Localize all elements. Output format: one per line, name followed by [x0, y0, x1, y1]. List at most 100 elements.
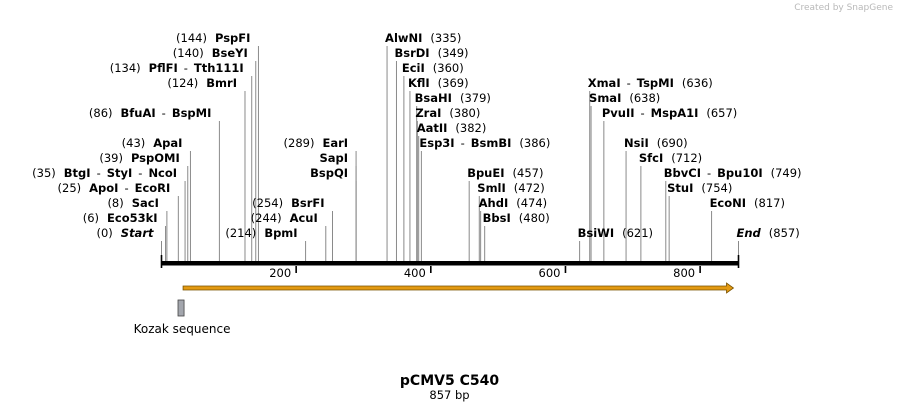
site-label-bspqi[interactable]: BspQI: [310, 166, 348, 180]
site-label-part: Tth111I: [194, 61, 244, 75]
site-label-part: (25): [58, 181, 82, 195]
site-label-aatii[interactable]: AatII (382): [417, 121, 487, 135]
kozak-feature-label: Kozak sequence: [134, 322, 231, 336]
tick-label: 200: [269, 266, 291, 280]
site-label-part: EcoNI: [710, 196, 746, 210]
site-label-sapi[interactable]: SapI: [320, 151, 349, 165]
snapgene-credit: Created by SnapGene: [794, 3, 893, 13]
credit-text: Created by SnapGene: [794, 3, 893, 13]
site-label-part: BspMI: [172, 106, 212, 120]
site-leaders: [161, 46, 739, 261]
site-label-nsii[interactable]: NsiI (690): [624, 136, 688, 150]
site-label-bsrfi[interactable]: (254) BsrFI: [252, 196, 324, 210]
site-label-bbsi[interactable]: BbsI (480): [483, 211, 550, 225]
site-label-part: Start: [121, 226, 154, 240]
site-label-pspfi[interactable]: (144) PspFI: [176, 31, 250, 45]
site-label-part: (35): [32, 166, 56, 180]
site-label-zrai[interactable]: ZraI (380): [415, 106, 480, 120]
site-label-part: -: [124, 181, 128, 195]
site-label-part: BtgI: [64, 166, 91, 180]
site-label-xmai[interactable]: XmaI - TspMI (636): [588, 76, 713, 90]
site-label-part: (39): [99, 151, 123, 165]
site-label-start[interactable]: (0) Start: [96, 226, 154, 240]
site-label-part: BspQI: [310, 166, 348, 180]
site-label-part: PspFI: [215, 31, 250, 45]
site-label-part: BbsI: [483, 211, 511, 225]
site-label-end[interactable]: End (857): [737, 226, 800, 240]
site-label-part: MspA1I: [651, 106, 699, 120]
site-label-bbvci[interactable]: BbvCI - Bpu10I (749): [664, 166, 802, 180]
orf-arrow[interactable]: [182, 282, 735, 294]
site-label-bpuei[interactable]: BpuEI (457): [467, 166, 543, 180]
site-label-part: PspOMI: [131, 151, 180, 165]
site-label-part: ZraI: [415, 106, 441, 120]
site-label-pspomi[interactable]: (39) PspOMI: [99, 151, 179, 165]
site-label-part: (369): [438, 76, 469, 90]
site-label-part: EarI: [322, 136, 348, 150]
site-label-stui[interactable]: StuI (754): [667, 181, 732, 195]
site-label-part: ApaI: [153, 136, 182, 150]
site-label-bsiwi[interactable]: BsiWI (621): [578, 226, 653, 240]
site-label-smli[interactable]: SmlI (472): [477, 181, 544, 195]
backbone-bar: [161, 261, 739, 266]
site-label-sfci[interactable]: SfcI (712): [639, 151, 702, 165]
site-label-part: PflFI: [149, 61, 178, 75]
site-label-part: Bpu10I: [717, 166, 762, 180]
site-label-smai[interactable]: SmaI (638): [589, 91, 660, 105]
features[interactable]: Kozak sequence: [134, 299, 231, 336]
site-label-part: EcoRI: [135, 181, 171, 195]
orf-arrow-shape[interactable]: [182, 282, 735, 294]
kozak-feature-box[interactable]: [177, 299, 185, 317]
site-label-ahdi[interactable]: AhdI (474): [479, 196, 548, 210]
site-label-part: (474): [516, 196, 547, 210]
site-label-pflfi[interactable]: (134) PflFI - Tth111I: [110, 61, 244, 75]
site-label-part: (636): [682, 76, 713, 90]
site-label-apoi[interactable]: (25) ApoI - EcoRI: [58, 181, 171, 195]
site-label-part: (214): [225, 226, 256, 240]
site-label-part: -: [162, 106, 166, 120]
site-label-part: (289): [284, 136, 315, 150]
site-label-bsahi[interactable]: BsaHI (379): [415, 91, 491, 105]
map-title: pCMV5 C540 857 bp: [400, 373, 499, 402]
site-label-saci[interactable]: (8) SacI: [107, 196, 158, 210]
site-label-part: BsrDI: [394, 46, 429, 60]
site-label-part: End: [737, 226, 762, 240]
site-label-part: TspMI: [637, 76, 674, 90]
site-label-pvuii[interactable]: PvuII - MspA1I (657): [602, 106, 737, 120]
site-label-eco53ki[interactable]: (6) Eco53kI: [83, 211, 158, 225]
site-label-part: BsaHI: [415, 91, 452, 105]
site-label-ecoNI[interactable]: EcoNI (817): [710, 196, 785, 210]
site-label-part: SacI: [132, 196, 159, 210]
site-label-alwni[interactable]: AlwNI (335): [385, 31, 461, 45]
site-label-part: XmaI: [588, 76, 621, 90]
site-label-part: BmrI: [206, 76, 237, 90]
site-label-part: (382): [455, 121, 486, 135]
site-label-part: StuI: [667, 181, 693, 195]
plasmid-name: pCMV5 C540: [400, 373, 499, 389]
site-label-ecii[interactable]: EciI (360): [402, 61, 464, 75]
site-label-acui[interactable]: (244) AcuI: [251, 211, 318, 225]
site-label-bpmi[interactable]: (214) BpmI: [225, 226, 297, 240]
site-label-part: -: [97, 166, 101, 180]
site-label-btgi[interactable]: (35) BtgI - StyI - NcoI: [32, 166, 177, 180]
site-label-bmri[interactable]: (124) BmrI: [167, 76, 237, 90]
site-label-part: (134): [110, 61, 141, 75]
site-label-part: BpmI: [264, 226, 297, 240]
axis-ticks: 200 400 600 800: [269, 266, 701, 280]
site-label-bsrdi[interactable]: BsrDI (349): [394, 46, 468, 60]
site-label-part: (8): [107, 196, 123, 210]
site-label-eari[interactable]: (289) EarI: [284, 136, 349, 150]
site-label-kfli[interactable]: KflI (369): [408, 76, 469, 90]
site-label-part: (140): [173, 46, 204, 60]
site-label-bfuai[interactable]: (86) BfuAI - BspMI: [89, 106, 211, 120]
site-label-part: NsiI: [624, 136, 649, 150]
site-label-apai[interactable]: (43) ApaI: [122, 136, 183, 150]
tick-label: 800: [673, 266, 695, 280]
tick-label: 400: [404, 266, 426, 280]
site-label-part: BfuAI: [121, 106, 156, 120]
site-label-part: (754): [701, 181, 732, 195]
site-label-bseyi[interactable]: (140) BseYI: [173, 46, 248, 60]
site-label-part: -: [707, 166, 711, 180]
site-label-esp3i[interactable]: Esp3I - BsmBI (386): [419, 136, 550, 150]
